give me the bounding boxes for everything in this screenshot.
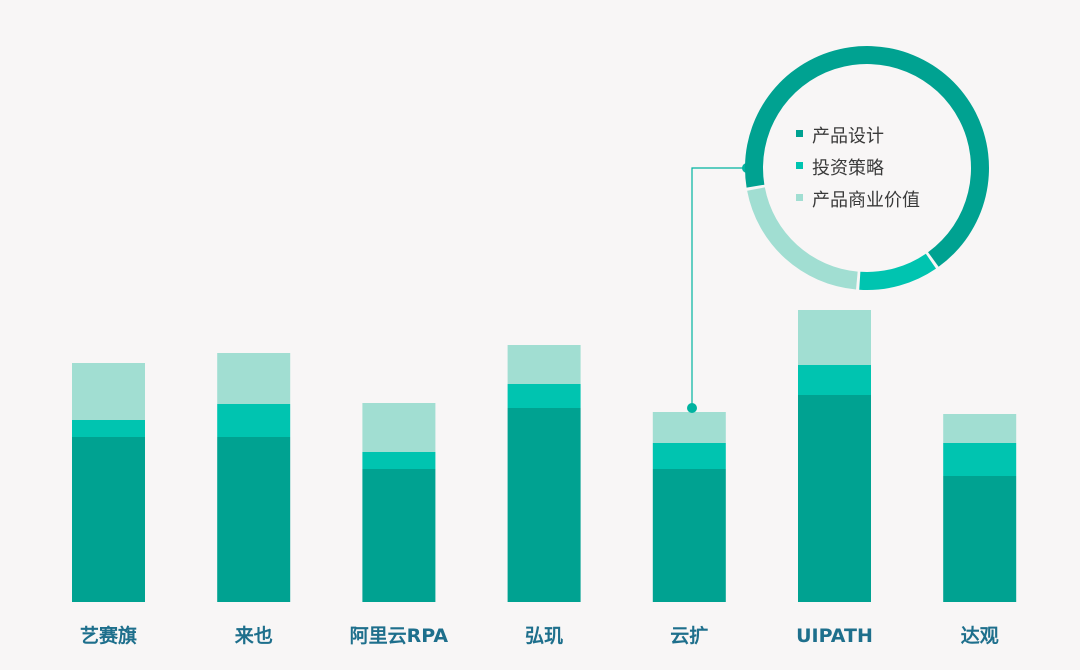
bar-3-1 [72,363,145,420]
category-label-7: 达观 [961,624,999,647]
bar-3-4 [507,345,581,384]
legend-label-1: 产品设计 [812,126,884,147]
legend-swatch-1 [796,130,803,137]
legend-swatch-3 [796,194,803,201]
legend-label-3: 产品商业价值 [812,190,920,211]
bar-3-6 [798,310,871,365]
category-label-1: 艺赛旗 [80,624,137,647]
donut-slice-2 [859,253,937,291]
bar-3-3 [362,403,436,452]
bar-1-5 [652,469,726,602]
bar-1-1 [72,437,145,602]
bar-2-2 [217,404,291,437]
bars-group [72,310,1017,602]
bar-3-2 [217,353,291,404]
category-label-2: 来也 [235,624,273,647]
category-label-5: 云扩 [670,625,708,647]
legend-label-2: 投资策略 [812,158,884,179]
bar-1-4 [507,408,581,602]
category-label-4: 弘玑 [525,625,563,647]
bar-2-3 [362,452,436,469]
bar-1-3 [362,469,436,602]
leader-dot-bottom [687,403,697,413]
bar-1-6 [798,395,871,602]
bar-3-7 [943,414,1017,443]
legend-swatch-2 [796,162,803,169]
category-label-6: UIPATH [796,625,873,647]
donut-chart [744,45,989,291]
bar-2-1 [72,420,145,437]
category-labels-group: 艺赛旗 来也 阿里云RPA 弘玑 云扩 UIPATH 达观 [80,624,999,647]
category-label-3: 阿里云RPA [350,625,449,647]
bar-1-2 [217,437,291,602]
bar-2-4 [507,384,581,408]
bar-1-7 [943,476,1017,602]
leader-line-group [687,163,752,413]
bar-3-5 [652,412,726,443]
donut-slice-3 [747,187,858,290]
bar-2-7 [943,443,1017,476]
leader-line [691,167,747,408]
bar-2-5 [652,443,726,469]
bar-2-6 [798,365,871,395]
